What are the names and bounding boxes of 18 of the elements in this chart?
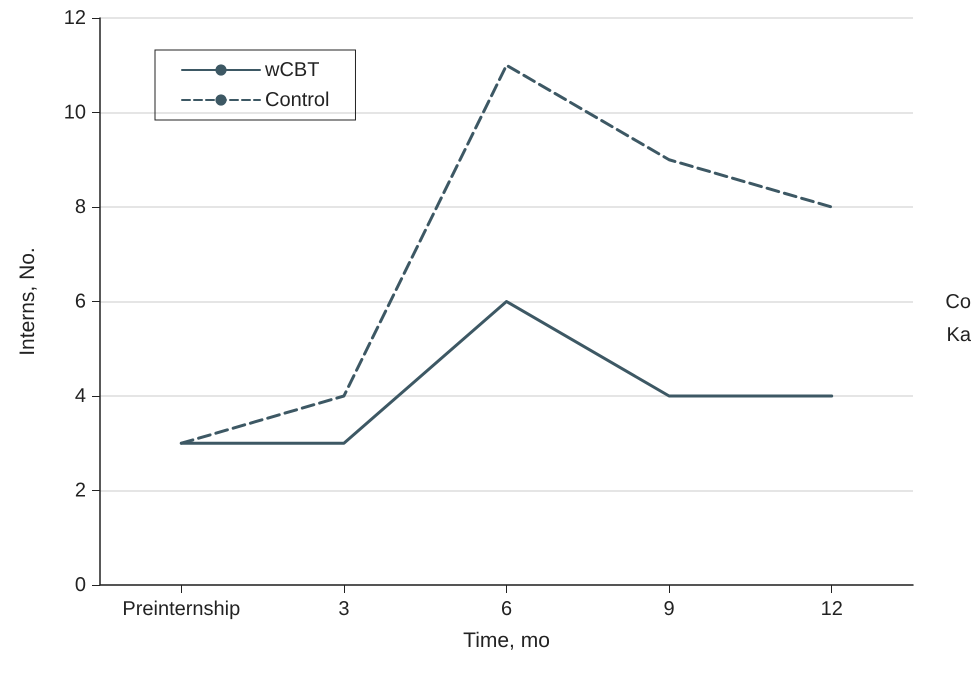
y-tick-label: 4 <box>74 385 86 407</box>
x-tick-label: 6 <box>500 598 512 620</box>
y-tick-label: 6 <box>74 290 86 312</box>
legend-label: Control <box>265 89 330 111</box>
y-tick-label: 2 <box>74 480 86 502</box>
x-tick-label: 3 <box>338 598 350 620</box>
text: Ka <box>946 324 972 346</box>
legend-label: wCBT <box>264 59 320 81</box>
x-axis-title: Time, mo <box>463 629 550 652</box>
x-tick-label: Preinternship <box>122 598 240 620</box>
text: Co <box>945 291 972 313</box>
y-tick-label: 10 <box>64 102 86 124</box>
y-tick-label: 8 <box>74 196 86 218</box>
x-tick-label: 12 <box>820 598 843 620</box>
y-tick-label: 0 <box>74 574 86 596</box>
y-tick-label: 12 <box>64 7 86 29</box>
y-axis-title: Interns, No. <box>16 247 39 356</box>
x-tick-label: 9 <box>664 598 675 620</box>
